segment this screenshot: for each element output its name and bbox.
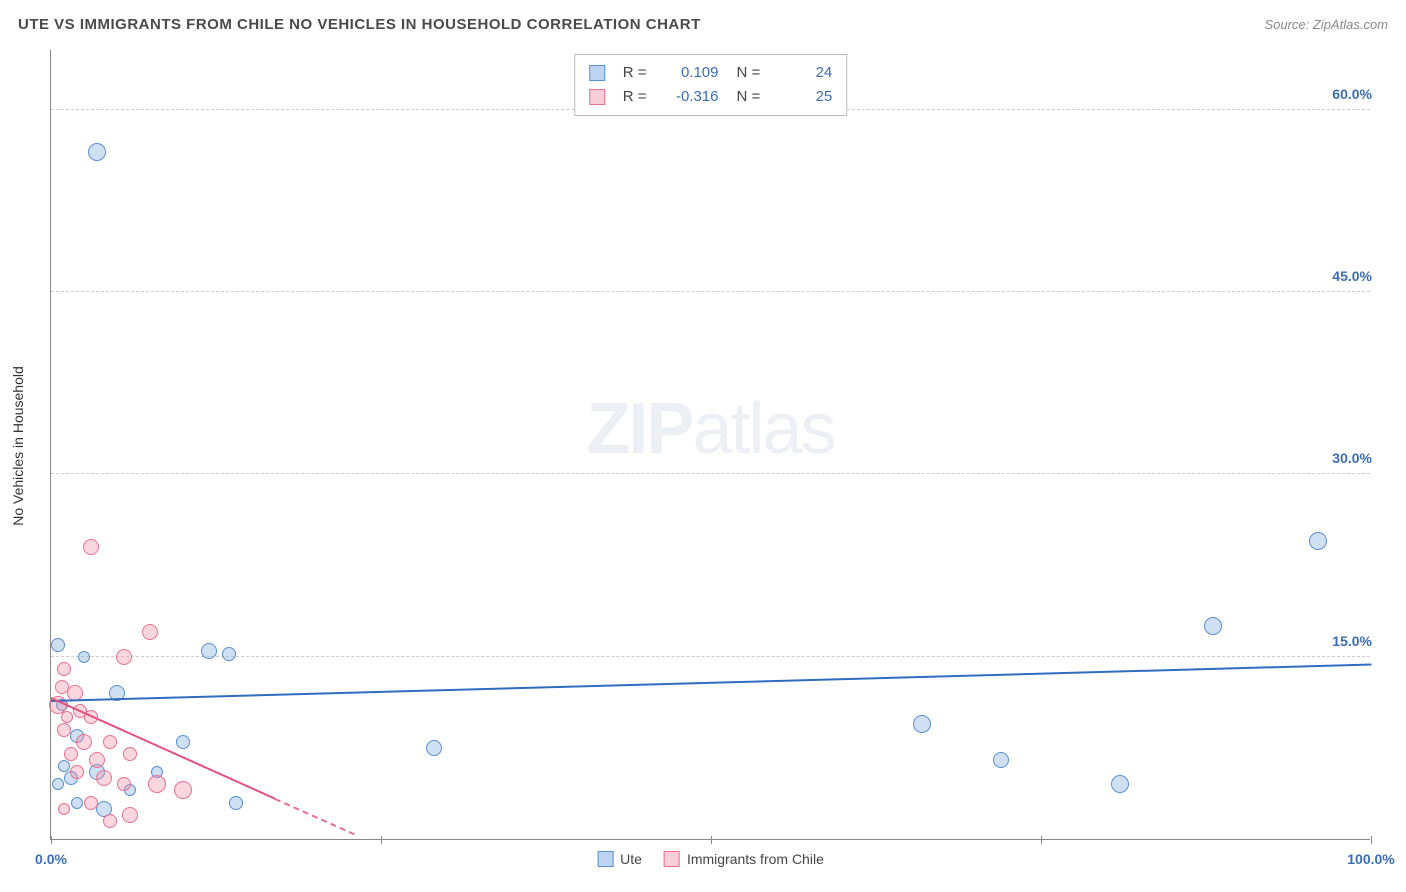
- correlation-stats-box: R = 0.109 N = 24 R = -0.316 N = 25: [574, 54, 848, 116]
- watermark: ZIPatlas: [586, 388, 834, 470]
- data-point: [176, 735, 190, 749]
- data-point: [116, 649, 132, 665]
- data-point: [52, 778, 64, 790]
- gridline: [51, 473, 1370, 474]
- data-point: [78, 651, 90, 663]
- data-point: [993, 752, 1009, 768]
- data-point: [117, 777, 131, 791]
- y-tick-label: 15.0%: [1328, 633, 1372, 649]
- data-point: [96, 770, 112, 786]
- data-point: [71, 797, 83, 809]
- data-point: [51, 638, 65, 652]
- scatter-plot-area: ZIPatlas R = 0.109 N = 24 R = -0.316 N =…: [50, 50, 1370, 840]
- data-point: [84, 796, 98, 810]
- data-point: [88, 143, 106, 161]
- data-point: [58, 760, 70, 772]
- legend-label: Immigrants from Chile: [687, 851, 824, 867]
- legend-label: Ute: [620, 851, 642, 867]
- data-point: [83, 539, 99, 555]
- data-point: [1309, 532, 1327, 550]
- legend: Ute Immigrants from Chile: [597, 851, 824, 867]
- x-tick: [711, 836, 712, 844]
- data-point: [58, 803, 70, 815]
- data-point: [57, 662, 71, 676]
- data-point: [103, 735, 117, 749]
- y-axis-title: No Vehicles in Household: [10, 366, 26, 526]
- y-tick-label: 45.0%: [1328, 268, 1372, 284]
- stats-row-series-1: R = 0.109 N = 24: [589, 61, 833, 85]
- data-point: [70, 765, 84, 779]
- y-tick-label: 30.0%: [1328, 450, 1372, 466]
- x-tick: [51, 836, 52, 844]
- data-point: [229, 796, 243, 810]
- data-point: [89, 752, 105, 768]
- data-point: [123, 747, 137, 761]
- x-tick-label: 100.0%: [1347, 851, 1394, 867]
- legend-item: Immigrants from Chile: [664, 851, 824, 867]
- stats-row-series-2: R = -0.316 N = 25: [589, 85, 833, 109]
- data-point: [913, 715, 931, 733]
- x-tick: [1371, 836, 1372, 844]
- x-tick: [1041, 836, 1042, 844]
- data-point: [222, 647, 236, 661]
- swatch-icon: [664, 851, 680, 867]
- x-tick: [381, 836, 382, 844]
- x-tick-label: 0.0%: [35, 851, 67, 867]
- legend-item: Ute: [597, 851, 642, 867]
- data-point: [148, 775, 166, 793]
- y-tick-label: 60.0%: [1328, 86, 1372, 102]
- swatch-icon: [597, 851, 613, 867]
- data-point: [201, 643, 217, 659]
- swatch-icon: [589, 65, 605, 81]
- trend-line: [51, 663, 1371, 701]
- data-point: [122, 807, 138, 823]
- gridline: [51, 656, 1370, 657]
- swatch-icon: [589, 89, 605, 105]
- source-attribution: Source: ZipAtlas.com: [1264, 17, 1388, 32]
- data-point: [174, 781, 192, 799]
- data-point: [142, 624, 158, 640]
- data-point: [1111, 775, 1129, 793]
- data-point: [1204, 617, 1222, 635]
- chart-title: UTE VS IMMIGRANTS FROM CHILE NO VEHICLES…: [18, 16, 701, 33]
- data-point: [426, 740, 442, 756]
- data-point: [57, 723, 71, 737]
- gridline: [51, 291, 1370, 292]
- trend-line-extrapolated: [275, 798, 355, 835]
- data-point: [76, 734, 92, 750]
- data-point: [64, 747, 78, 761]
- data-point: [103, 814, 117, 828]
